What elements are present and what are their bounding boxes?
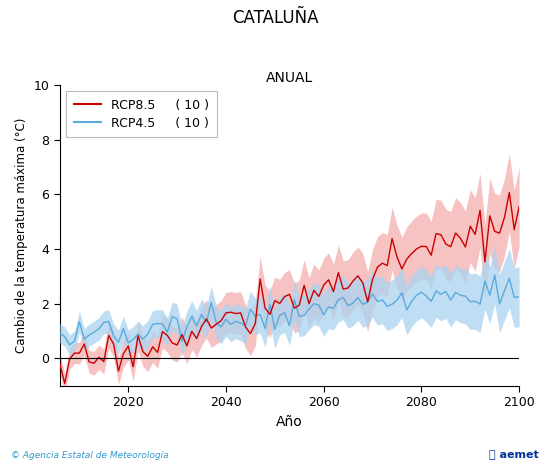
Y-axis label: Cambio de la temperatura máxima (°C): Cambio de la temperatura máxima (°C) [15, 118, 28, 353]
Title: ANUAL: ANUAL [266, 71, 313, 85]
X-axis label: Año: Año [276, 414, 303, 429]
Legend: RCP8.5     ( 10 ), RCP4.5     ( 10 ): RCP8.5 ( 10 ), RCP4.5 ( 10 ) [66, 91, 217, 137]
Text: © Agencia Estatal de Meteorología: © Agencia Estatal de Meteorología [11, 451, 169, 460]
Text: Ⓝ aemet: Ⓝ aemet [490, 450, 539, 460]
Text: CATALUÑA: CATALUÑA [232, 9, 318, 27]
